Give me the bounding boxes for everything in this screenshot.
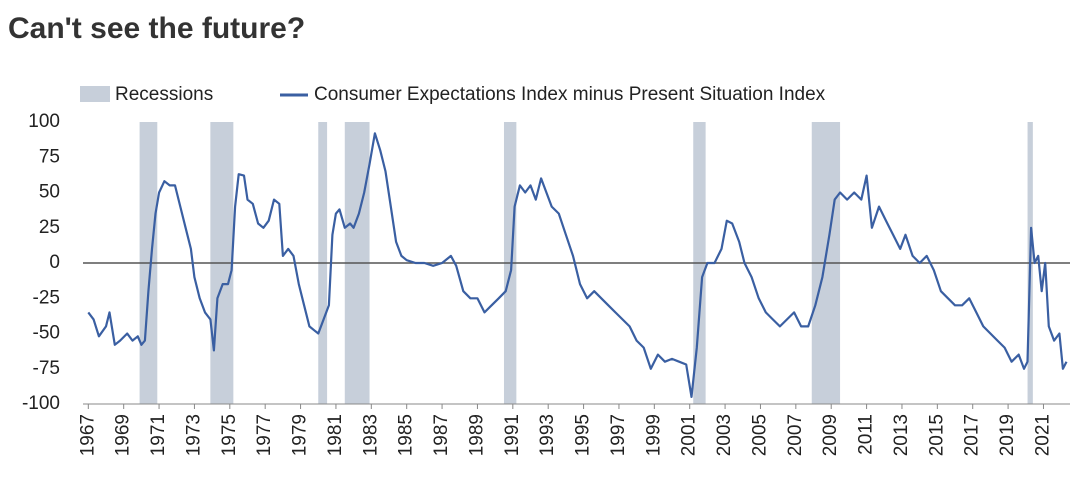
- x-tick-label: 1983: [360, 414, 381, 456]
- x-tick-label: 2005: [749, 414, 770, 456]
- x-tick-label: 1991: [502, 414, 523, 456]
- x-tick-label: 1967: [77, 414, 98, 456]
- y-tick-label: -100: [22, 393, 60, 414]
- legend-label: Consumer Expectations Index minus Presen…: [314, 84, 826, 105]
- x-tick-label: 1971: [148, 414, 169, 456]
- y-tick-label: 50: [39, 182, 60, 203]
- y-tick-label: 75: [39, 146, 60, 167]
- x-tick-label: 1981: [325, 414, 346, 456]
- x-tick-label: 2019: [997, 414, 1018, 456]
- x-tick-label: 1969: [113, 414, 134, 456]
- x-tick-label: 1985: [396, 414, 417, 456]
- x-tick-label: 1989: [466, 414, 487, 456]
- legend-label: Recessions: [115, 84, 213, 105]
- x-tick-label: 1987: [431, 414, 452, 456]
- x-tick-label: 2001: [679, 414, 700, 456]
- y-tick-label: 0: [49, 252, 60, 273]
- x-tick-label: 1979: [290, 414, 311, 456]
- x-tick-label: 2015: [926, 414, 947, 456]
- y-tick-label: 100: [28, 111, 60, 132]
- x-tick-label: 1977: [254, 414, 275, 456]
- y-tick-label: -50: [33, 323, 60, 344]
- data-line: [87, 132, 1068, 398]
- x-tick-label: 2009: [820, 414, 841, 456]
- x-tick-label: 2021: [1032, 414, 1053, 456]
- x-tick-label: 1997: [608, 414, 629, 456]
- x-tick-label: 2017: [962, 414, 983, 456]
- x-tick-label: 1999: [643, 414, 664, 456]
- x-tick-label: 2011: [856, 414, 877, 455]
- y-tick-label: 25: [39, 217, 60, 238]
- x-tick-label: 2013: [891, 414, 912, 456]
- y-tick-label: -25: [33, 287, 60, 308]
- legend-swatch-recession: [80, 86, 110, 102]
- x-tick-label: 1993: [537, 414, 558, 456]
- x-tick-label: 1975: [219, 414, 240, 456]
- x-tick-label: 1995: [573, 414, 594, 456]
- chart-title: Can't see the future?: [8, 12, 305, 45]
- x-tick-label: 2007: [785, 414, 806, 456]
- x-tick-label: 2003: [714, 414, 735, 456]
- y-tick-label: -75: [33, 358, 60, 379]
- x-tick-label: 1973: [183, 414, 204, 456]
